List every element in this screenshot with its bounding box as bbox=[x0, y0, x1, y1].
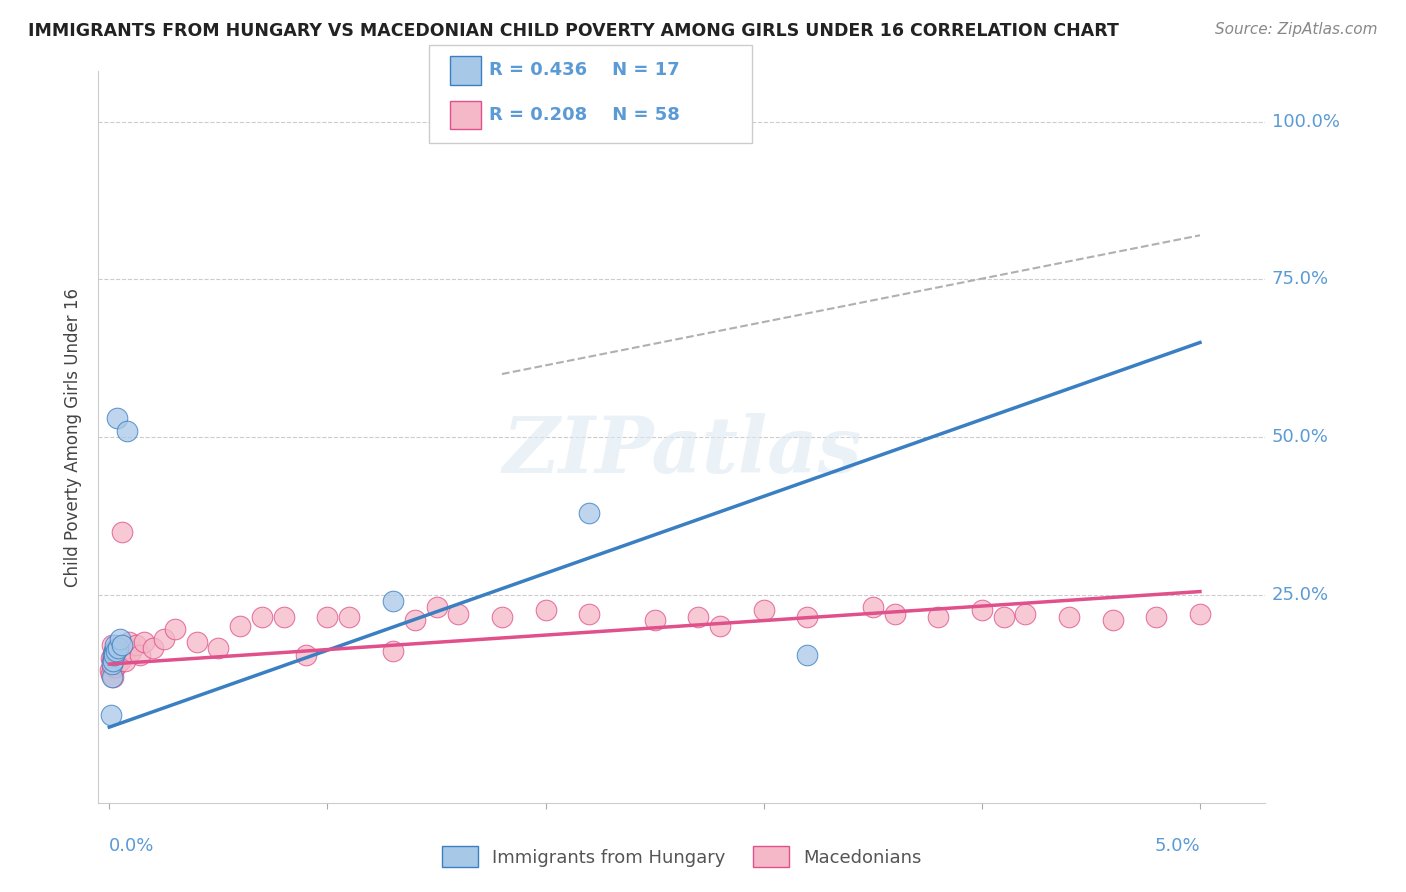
Point bbox=[1144, 609, 1167, 624]
Point bbox=[111, 638, 134, 652]
Point bbox=[110, 632, 132, 646]
Point bbox=[100, 650, 122, 665]
Point bbox=[107, 648, 129, 662]
Point bbox=[1188, 607, 1211, 621]
Point bbox=[103, 644, 125, 658]
Point bbox=[491, 609, 513, 624]
Point bbox=[107, 641, 129, 656]
Point bbox=[101, 660, 124, 674]
Point bbox=[534, 603, 557, 617]
Point bbox=[1014, 607, 1036, 621]
Point bbox=[142, 641, 165, 656]
Point bbox=[104, 638, 127, 652]
Point bbox=[752, 603, 775, 617]
Y-axis label: Child Poverty Among Girls Under 16: Child Poverty Among Girls Under 16 bbox=[65, 287, 83, 587]
Point bbox=[229, 619, 252, 633]
Point bbox=[134, 635, 156, 649]
Text: 75.0%: 75.0% bbox=[1272, 270, 1329, 288]
Point bbox=[862, 600, 884, 615]
Point bbox=[100, 666, 122, 681]
Point bbox=[447, 607, 470, 621]
Point bbox=[103, 654, 125, 668]
Point bbox=[120, 644, 142, 658]
Point bbox=[425, 600, 447, 615]
Point bbox=[100, 638, 122, 652]
Point bbox=[207, 641, 229, 656]
Point bbox=[100, 707, 122, 722]
Point bbox=[796, 609, 818, 624]
Text: IMMIGRANTS FROM HUNGARY VS MACEDONIAN CHILD POVERTY AMONG GIRLS UNDER 16 CORRELA: IMMIGRANTS FROM HUNGARY VS MACEDONIAN CH… bbox=[28, 22, 1119, 40]
Point bbox=[1101, 613, 1123, 627]
Text: 100.0%: 100.0% bbox=[1272, 112, 1340, 131]
Point bbox=[101, 648, 124, 662]
Point bbox=[100, 670, 122, 684]
Point bbox=[128, 648, 150, 662]
Point bbox=[110, 654, 132, 668]
Point bbox=[103, 644, 125, 658]
Point bbox=[104, 660, 127, 674]
Point bbox=[883, 607, 905, 621]
Point bbox=[98, 664, 121, 678]
Text: ZIPatlas: ZIPatlas bbox=[502, 414, 862, 490]
Point bbox=[104, 644, 127, 658]
Point bbox=[993, 609, 1015, 624]
Point bbox=[103, 648, 125, 662]
Text: R = 0.436    N = 17: R = 0.436 N = 17 bbox=[489, 62, 681, 79]
Point bbox=[578, 506, 600, 520]
Point bbox=[381, 594, 404, 608]
Point bbox=[153, 632, 176, 646]
Point bbox=[104, 650, 127, 665]
Point bbox=[101, 648, 124, 662]
Text: R = 0.208    N = 58: R = 0.208 N = 58 bbox=[489, 106, 681, 124]
Point bbox=[404, 613, 426, 627]
Point bbox=[688, 609, 710, 624]
Point bbox=[103, 670, 125, 684]
Point bbox=[316, 609, 339, 624]
Point bbox=[103, 654, 125, 668]
Point bbox=[105, 411, 128, 425]
Point bbox=[124, 638, 146, 652]
Point bbox=[186, 635, 208, 649]
Point bbox=[337, 609, 360, 624]
Text: 50.0%: 50.0% bbox=[1272, 428, 1329, 446]
Text: 25.0%: 25.0% bbox=[1272, 586, 1329, 604]
Point bbox=[578, 607, 600, 621]
Point bbox=[970, 603, 993, 617]
Text: 5.0%: 5.0% bbox=[1154, 838, 1199, 855]
Text: Source: ZipAtlas.com: Source: ZipAtlas.com bbox=[1215, 22, 1378, 37]
Point bbox=[381, 644, 404, 658]
Point bbox=[163, 623, 186, 637]
Point bbox=[250, 609, 273, 624]
Point bbox=[273, 609, 295, 624]
Point bbox=[796, 648, 818, 662]
Point bbox=[709, 619, 731, 633]
Point bbox=[111, 524, 134, 539]
Legend: Immigrants from Hungary, Macedonians: Immigrants from Hungary, Macedonians bbox=[434, 839, 929, 874]
Point bbox=[927, 609, 949, 624]
Point bbox=[108, 644, 131, 658]
Text: 0.0%: 0.0% bbox=[110, 838, 155, 855]
Point bbox=[115, 641, 138, 656]
Point bbox=[115, 424, 138, 438]
Point bbox=[101, 657, 124, 671]
Point bbox=[105, 657, 128, 671]
Point bbox=[104, 641, 127, 656]
Point bbox=[644, 613, 666, 627]
Point bbox=[114, 654, 136, 668]
Point bbox=[294, 648, 316, 662]
Point bbox=[101, 654, 124, 668]
Point bbox=[118, 635, 141, 649]
Point bbox=[1057, 609, 1080, 624]
